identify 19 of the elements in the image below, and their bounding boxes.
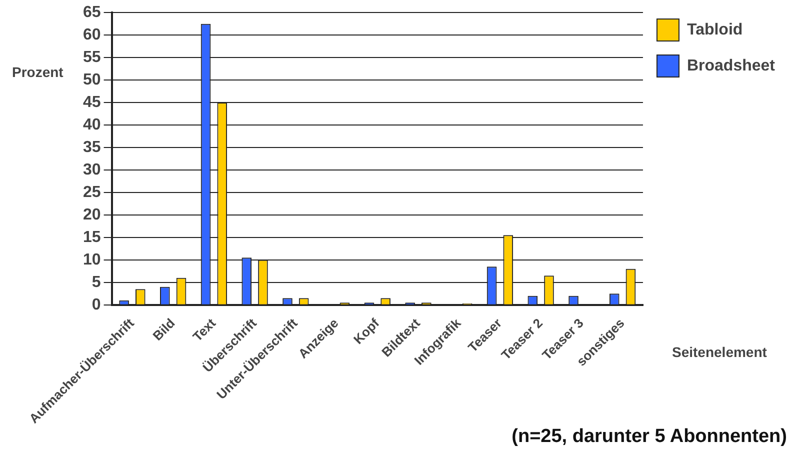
- y-tick-label: 5: [92, 274, 101, 291]
- y-tick-label: 50: [83, 71, 101, 88]
- y-tick-label: 20: [83, 206, 101, 224]
- y-tick-label: 25: [83, 184, 101, 201]
- y-tick-label: 65: [83, 4, 101, 22]
- y-axis-title: Prozent: [12, 64, 64, 80]
- y-tick-label: 55: [83, 48, 101, 66]
- y-tick-label: 10: [83, 251, 101, 268]
- y-tick-label: 45: [83, 94, 101, 111]
- y-tick-label: 60: [83, 26, 101, 44]
- y-tick-label: 15: [83, 228, 101, 246]
- y-tick-label: 40: [83, 116, 101, 134]
- text: (n=25, darunter 5 Abonnenten): [512, 426, 787, 448]
- y-tick-label: 30: [83, 161, 101, 178]
- legend-label: Broadsheet: [686, 57, 776, 74]
- legend-label: Tabloid: [686, 21, 743, 38]
- y-tick-label: 35: [83, 138, 101, 156]
- x-axis-title: Seitenelement: [672, 344, 767, 360]
- y-tick-label: 0: [92, 296, 101, 314]
